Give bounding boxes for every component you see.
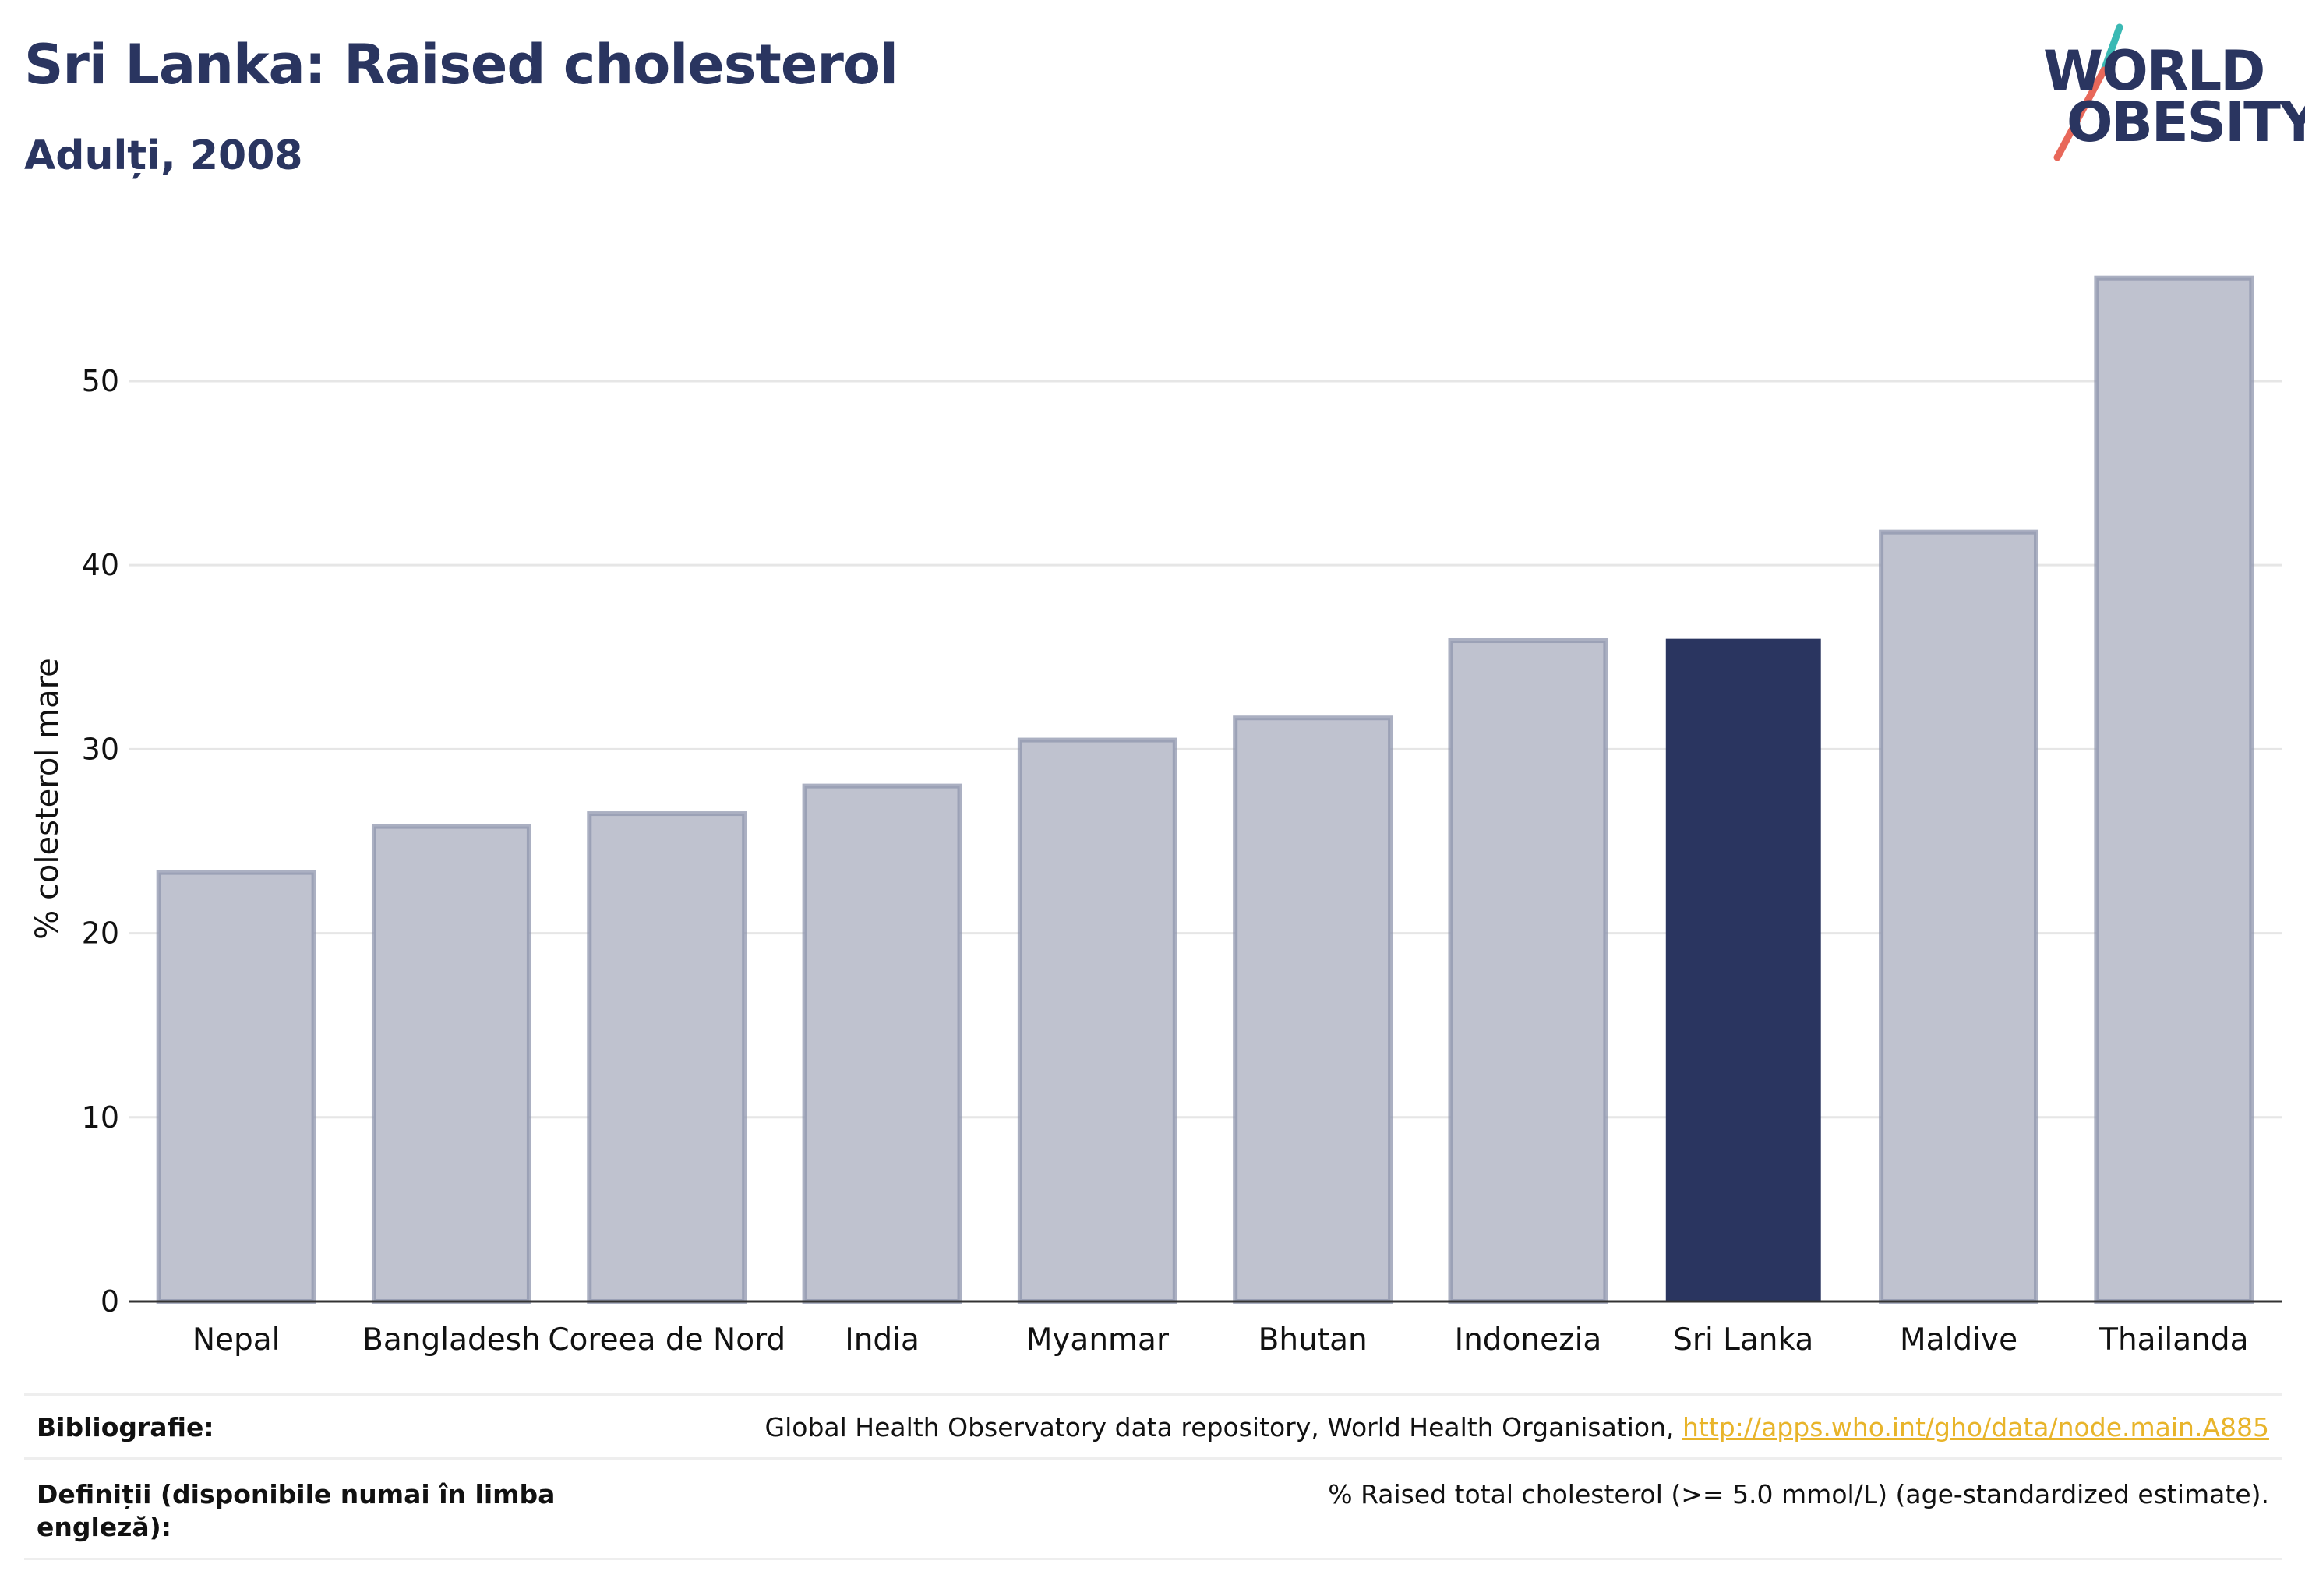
bar	[1017, 737, 1177, 1304]
y-axis-title: % colesterol mare	[30, 658, 65, 940]
chart-title: Sri Lanka: Raised cholesterol	[24, 33, 898, 97]
bar	[802, 783, 962, 1304]
source-value: Global Health Observatory data repositor…	[765, 1411, 2269, 1444]
y-tick-label: 10	[82, 1100, 119, 1135]
x-tick-label: Nepal	[192, 1322, 281, 1358]
source-text: Global Health Observatory data repositor…	[764, 1412, 1682, 1442]
logo-text-world: WORLD	[2043, 39, 2265, 103]
definition-value: % Raised total cholesterol (>= 5.0 mmol/…	[1328, 1479, 2269, 1509]
tick-labels: 0 10 20 30 40 50 Nepal Bangladesh Coreea de Nord…	[30, 364, 2249, 1358]
x-tick-label: Indonezia	[1455, 1322, 1602, 1358]
x-tick-label: Thailanda	[2099, 1322, 2248, 1358]
source-link[interactable]: http://apps.who.int/gho/data/node.main.A…	[1682, 1412, 2269, 1442]
bar	[371, 824, 531, 1304]
bar-highlighted	[1665, 638, 1821, 1301]
y-tick-label: 20	[82, 916, 119, 951]
x-tick-label: Sri Lanka	[1673, 1322, 1813, 1358]
bar	[1448, 638, 1608, 1304]
definition-label: Definiții (disponibile numai în limba en…	[37, 1478, 555, 1544]
bar	[156, 870, 316, 1304]
source-label: Bibliografie:	[37, 1412, 214, 1442]
logo-text-obesity: OBESITY	[2067, 90, 2305, 154]
world-obesity-logo: WORLD OBESITY	[2034, 23, 2305, 164]
x-tick-label: Bangladesh	[362, 1322, 541, 1358]
definition-label-line1: Definiții (disponibile numai în limba	[37, 1479, 556, 1509]
y-tick-label: 30	[82, 732, 119, 766]
bar	[1233, 715, 1393, 1304]
bar	[1879, 529, 2039, 1304]
y-tick-label: 0	[101, 1284, 119, 1319]
x-tick-label: Coreea de Nord	[548, 1322, 785, 1358]
x-tick-label: Maldive	[1900, 1322, 2017, 1358]
bar	[2094, 275, 2254, 1304]
x-tick-label: Bhutan	[1258, 1322, 1368, 1358]
source-row: Bibliografie: Global Health Observatory …	[24, 1393, 2282, 1460]
bar-chart: 0 10 20 30 40 50 Nepal Bangladesh Coreea de Nord…	[30, 275, 2282, 1358]
definition-row: Definiții (disponibile numai în limba en…	[24, 1457, 2282, 1560]
chart-subtitle: Adulți, 2008	[24, 132, 303, 179]
bars	[156, 275, 2254, 1305]
y-tick-label: 40	[82, 548, 119, 582]
y-tick-label: 50	[82, 364, 119, 398]
bar	[587, 811, 747, 1305]
x-tick-label: India	[845, 1322, 920, 1358]
logo-slash-icon	[2053, 23, 2123, 161]
x-tick-label: Myanmar	[1026, 1322, 1170, 1358]
definition-label-line2: engleză):	[37, 1512, 171, 1542]
